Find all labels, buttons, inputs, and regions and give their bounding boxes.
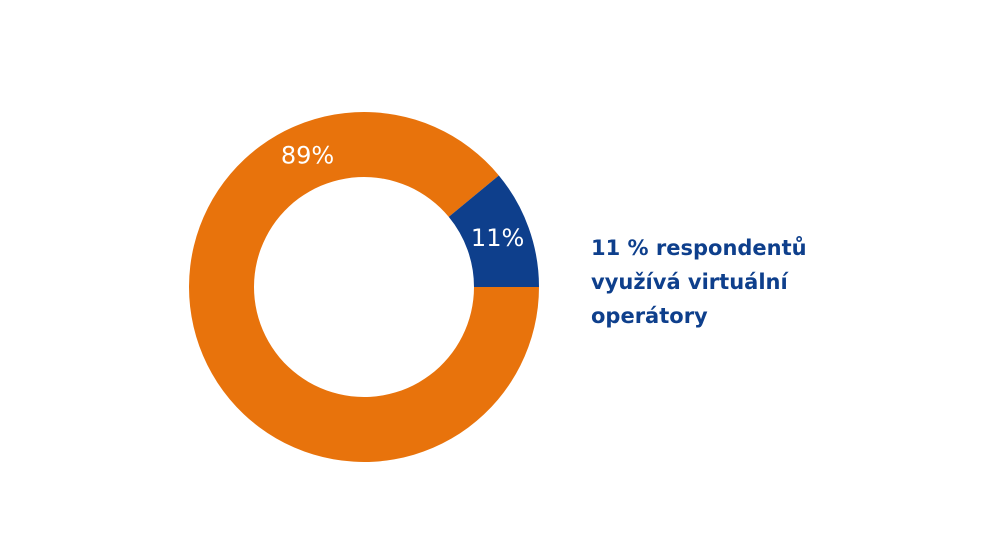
annotation-line: operátory <box>591 304 708 328</box>
labels: 89% 11% <box>281 142 524 252</box>
annotation-line: 11 % respondentů <box>591 236 807 260</box>
value-label: 11% <box>471 224 524 252</box>
value-label: 89% <box>281 142 334 170</box>
slice <box>448 175 539 287</box>
slice <box>188 111 539 462</box>
annotation-line: využívá virtuální <box>591 270 789 294</box>
slices <box>188 111 539 462</box>
